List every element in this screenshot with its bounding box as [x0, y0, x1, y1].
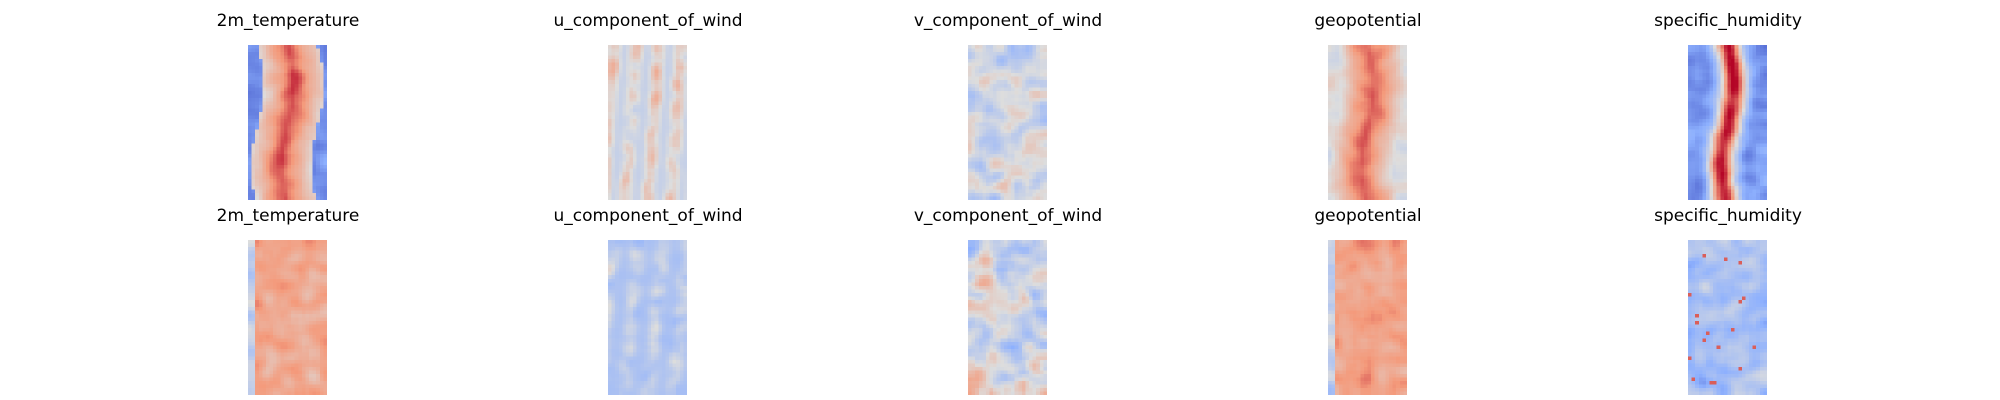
- heatmap-image: [608, 45, 687, 200]
- heatmap-image: [248, 240, 327, 395]
- panel-v-component-of-wind-row-2: v_component_of_wind: [914, 205, 1102, 395]
- heatmap-image: [608, 240, 687, 395]
- panel-2m-temperature-row-2: 2m_temperature: [208, 205, 368, 395]
- heatmap-image: [1688, 240, 1767, 395]
- panel-title: u_component_of_wind: [553, 206, 743, 226]
- panel-geopotential-row-1: geopotential: [1288, 10, 1448, 200]
- panel-u-component-of-wind-row-1: u_component_of_wind: [553, 10, 743, 200]
- panel-title: v_component_of_wind: [913, 11, 1103, 31]
- panel-title: specific_humidity: [1654, 206, 1802, 226]
- panel-title: geopotential: [1314, 11, 1422, 31]
- panel-title: v_component_of_wind: [913, 206, 1103, 226]
- heatmap-image: [1328, 45, 1407, 200]
- panel-specific-humidity-row-2: specific_humidity: [1648, 205, 1808, 395]
- panel-title: u_component_of_wind: [553, 11, 743, 31]
- heatmap-image: [1688, 45, 1767, 200]
- heatmap-image: [968, 240, 1047, 395]
- panel-2m-temperature-row-1: 2m_temperature: [208, 10, 368, 200]
- heatmap-image: [248, 45, 327, 200]
- panel-title: 2m_temperature: [216, 11, 360, 31]
- panel-v-component-of-wind-row-1: v_component_of_wind: [914, 10, 1102, 200]
- panel-specific-humidity-row-1: specific_humidity: [1648, 10, 1808, 200]
- panel-geopotential-row-2: geopotential: [1288, 205, 1448, 395]
- heatmap-image: [968, 45, 1047, 200]
- panel-u-component-of-wind-row-2: u_component_of_wind: [553, 205, 743, 395]
- panel-title: geopotential: [1314, 206, 1422, 226]
- panel-title: 2m_temperature: [216, 206, 360, 226]
- heatmap-image: [1328, 240, 1407, 395]
- panel-title: specific_humidity: [1654, 11, 1802, 31]
